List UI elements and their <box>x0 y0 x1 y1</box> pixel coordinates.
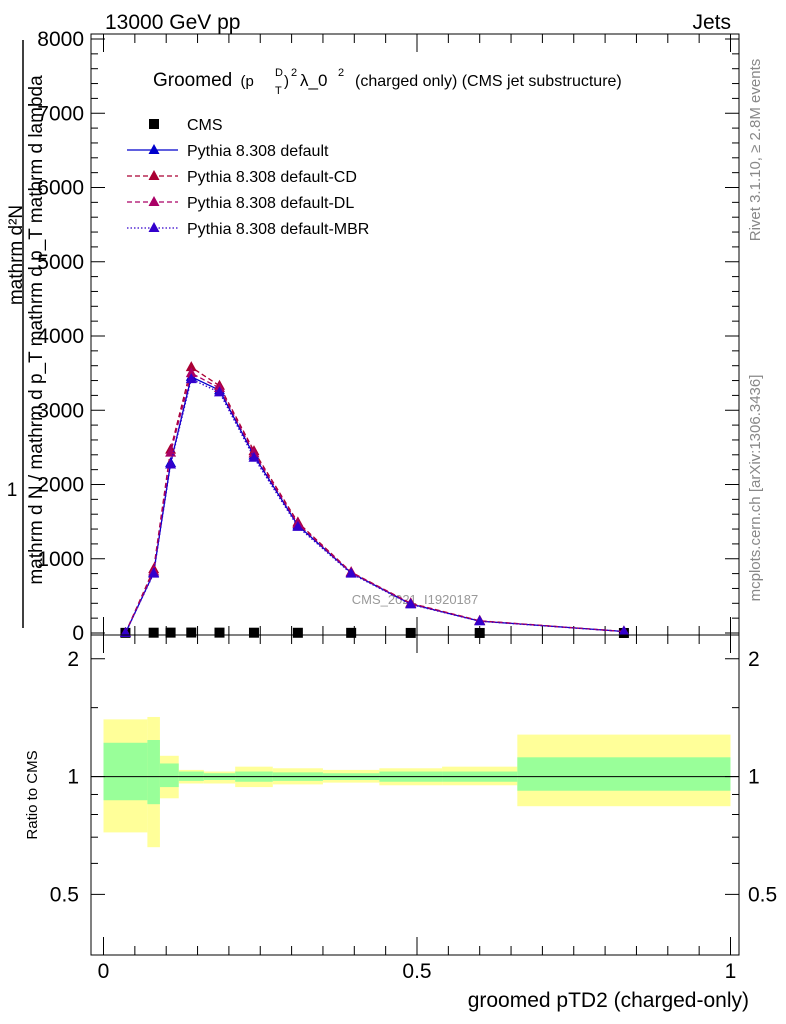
series-4 <box>119 373 630 637</box>
data-point <box>186 627 197 638</box>
ratio-band-inner <box>147 740 160 805</box>
data-point <box>148 567 160 578</box>
ratio-y-axis: 0.5 0.5 1 1 2 2 <box>50 648 777 907</box>
ratio-band-inner <box>159 763 179 788</box>
data-point <box>213 386 225 397</box>
x-tick-label: 0 <box>98 960 110 983</box>
data-point <box>618 625 630 636</box>
ratio-plot-frame <box>90 634 740 956</box>
y-tick-label: 5000 <box>37 251 84 274</box>
legend-label: Pythia 8.308 default-DL <box>187 195 354 212</box>
data-point <box>148 627 159 638</box>
ratio-x-axis: 0 0.5 1 <box>98 635 737 983</box>
y-tick-label: 2000 <box>37 474 84 497</box>
ratio-y-tick-label: 1 <box>67 766 79 789</box>
legend: CMS Pythia 8.308 default Pythia 8.308 defa… <box>127 117 369 238</box>
legend-label: Pythia 8.308 default-CD <box>187 169 357 186</box>
legend-marker <box>149 119 159 129</box>
data-point <box>292 627 303 638</box>
header-left: 13000 GeV pp <box>105 11 240 34</box>
ratio-panel: 0.5 0.51 12 2 0 0.5 1 Ratio to CMS groomed pT… <box>24 634 777 1012</box>
watermark: CMS_2021_I1920187 <box>352 592 479 607</box>
title-sym: (p <box>240 73 253 90</box>
data-point <box>165 458 177 469</box>
ylabel-numerator: mathrm d²N <box>6 205 27 305</box>
data-point <box>405 627 416 638</box>
y-tick-label: 1000 <box>37 548 84 571</box>
data-point <box>185 361 197 372</box>
ratio-bands <box>103 716 731 848</box>
data-point <box>185 367 197 378</box>
data-point <box>346 627 357 638</box>
y-tick-label: 8000 <box>37 28 84 51</box>
header-right: Jets <box>692 11 731 34</box>
rivet-label: Rivet 3.1.10, ≥ 2.8M events <box>747 59 764 242</box>
y-tick-label: 4000 <box>37 325 84 348</box>
x-tick-label: 0.5 <box>402 960 431 983</box>
plot-title: Groomed (p D T ) 2 λ_0 2 (charged only) … <box>153 67 622 97</box>
data-point <box>345 567 357 578</box>
legend-label: Pythia 8.308 default <box>187 143 329 160</box>
legend-label: Pythia 8.308 default-MBR <box>187 221 369 238</box>
title-lambda-pow: 2 <box>338 67 344 79</box>
data-point <box>165 627 176 638</box>
title-sup: D <box>275 67 283 79</box>
title-rest: (charged only) (CMS jet substructure) <box>355 73 622 90</box>
data-point <box>292 520 304 531</box>
y-tick-label: 0 <box>72 622 84 645</box>
ratio-band-inner <box>103 742 148 801</box>
ylabel-denominator: mathrm d N / mathrm d p_T mathrm d p_T m… <box>26 75 47 585</box>
data-point <box>248 451 260 462</box>
legend-entry: Pythia 8.308 default <box>127 143 329 160</box>
legend-marker <box>148 144 160 154</box>
data-point <box>405 598 417 609</box>
data-point <box>474 615 486 626</box>
data-point <box>185 373 197 384</box>
ratio-y-tick-label: 2 <box>67 648 79 671</box>
title-lambda: λ_0 <box>300 71 327 90</box>
legend-marker <box>148 170 160 180</box>
svg-text:Groomed (p: Groomed (p <box>153 70 254 91</box>
y-tick-label: 3000 <box>37 399 84 422</box>
ratio-y-tick-label: 0.5 <box>50 883 79 906</box>
ratio-y-tick-label-right: 2 <box>748 648 760 671</box>
legend-entry: CMS <box>149 117 223 134</box>
x-tick-label: 1 <box>725 960 737 983</box>
series-line <box>124 372 624 634</box>
x-axis-label: groomed pTD2 (charged-only) <box>468 989 749 1012</box>
mcplots-label: mcplots.cern.ch [arXiv:1306.3436] <box>747 375 764 602</box>
legend-marker <box>148 222 160 232</box>
legend-marker <box>148 196 160 206</box>
ylabel-one: 1 <box>7 480 18 501</box>
main-panel: 0 1000 2000 3000 4000 5000 6000 7000 8000 Groome… <box>6 28 740 645</box>
main-y-label: mathrm d²N mathrm d N / mathrm d p_T mat… <box>6 40 47 628</box>
series-line <box>124 378 624 634</box>
ratio-y-tick-label-right: 0.5 <box>748 883 777 906</box>
data-point <box>214 627 225 638</box>
y-tick-label: 7000 <box>37 102 84 125</box>
legend-entry: Pythia 8.308 default-CD <box>127 169 357 186</box>
ratio-y-label: Ratio to CMS <box>24 750 41 839</box>
svg-text:): ) <box>284 73 289 90</box>
data-point <box>248 627 259 638</box>
data-point <box>474 627 485 638</box>
y-tick-label: 6000 <box>37 177 84 200</box>
legend-entry: Pythia 8.308 default-DL <box>127 195 354 212</box>
ratio-band-inner <box>517 757 731 791</box>
main-y-axis: 0 1000 2000 3000 4000 5000 6000 7000 8000 <box>37 28 739 645</box>
legend-entry: Pythia 8.308 default-MBR <box>127 221 369 238</box>
title-pow: 2 <box>291 67 297 79</box>
legend-label: CMS <box>187 117 223 134</box>
title-sub: T <box>275 85 282 97</box>
series-0 <box>120 627 629 638</box>
ratio-y-tick-label-right: 1 <box>748 766 760 789</box>
title-main: Groomed <box>153 70 232 91</box>
